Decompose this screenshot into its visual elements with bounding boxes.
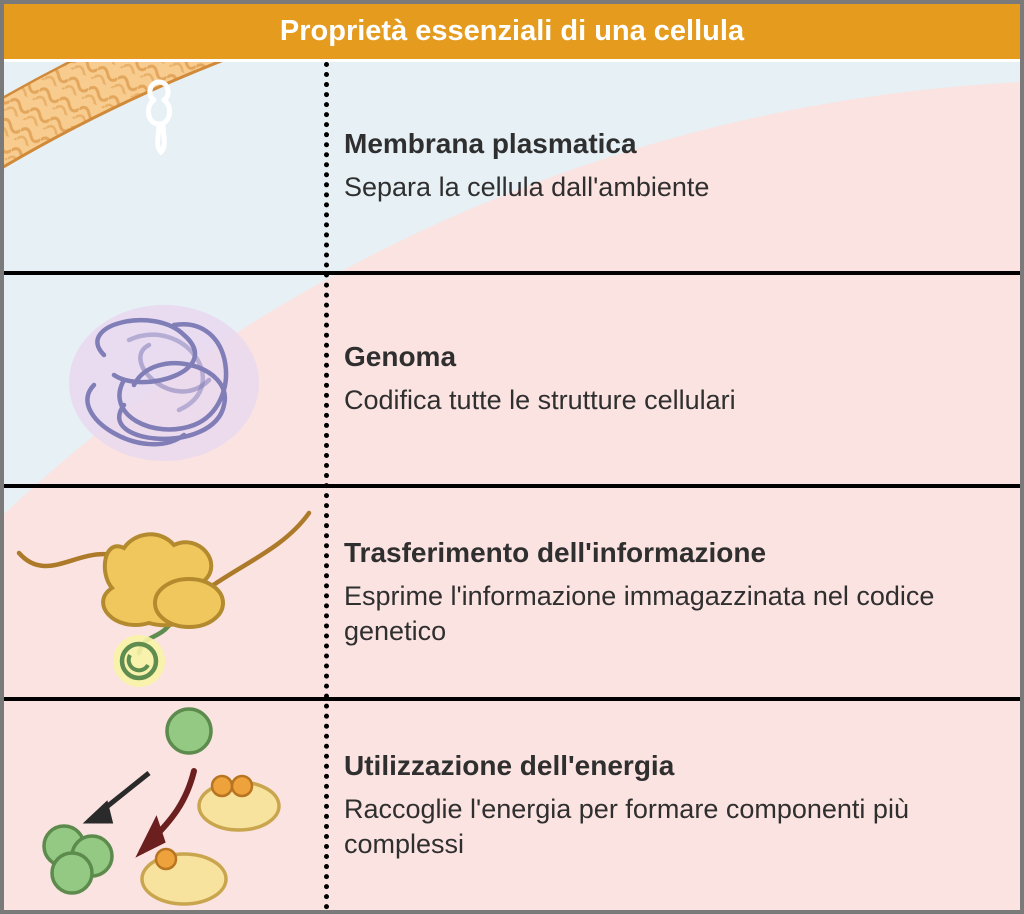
icon-energy	[4, 701, 324, 910]
row-energy: Utilizzazione dell'energia Raccoglie l'e…	[4, 701, 1020, 910]
energy-icon	[14, 701, 314, 911]
icon-genome	[4, 275, 324, 484]
row-genome: Genoma Codifica tutte le strutture cellu…	[4, 275, 1020, 488]
text-membrane: Membrana plasmatica Separa la cellula da…	[324, 62, 1020, 271]
genome-icon	[34, 285, 294, 475]
header-title: Proprietà essenziali di una cellula	[280, 15, 744, 48]
vertical-dotted-divider	[324, 62, 329, 910]
text-energy: Utilizzazione dell'energia Raccoglie l'e…	[324, 701, 1020, 910]
row1-desc: Separa la cellula dall'ambiente	[344, 170, 992, 205]
content-area: Membrana plasmatica Separa la cellula da…	[4, 62, 1020, 910]
header-bar: Proprietà essenziali di una cellula	[4, 4, 1020, 62]
text-genome: Genoma Codifica tutte le strutture cellu…	[324, 275, 1020, 484]
icon-transfer	[4, 488, 324, 697]
row3-desc: Esprime l'informazione immagazzinata nel…	[344, 579, 992, 648]
rows-wrapper: Membrana plasmatica Separa la cellula da…	[4, 62, 1020, 910]
icon-membrane	[4, 62, 324, 271]
infographic-container: Proprietà essenziali di una cellula	[0, 0, 1024, 914]
row3-title: Trasferimento dell'informazione	[344, 537, 992, 569]
row-membrane: Membrana plasmatica Separa la cellula da…	[4, 62, 1020, 275]
row4-title: Utilizzazione dell'energia	[344, 750, 992, 782]
row1-title: Membrana plasmatica	[344, 128, 992, 160]
row2-desc: Codifica tutte le strutture cellulari	[344, 383, 992, 418]
row4-desc: Raccoglie l'energia per formare componen…	[344, 792, 992, 861]
row2-title: Genoma	[344, 341, 992, 373]
text-transfer: Trasferimento dell'informazione Esprime …	[324, 488, 1020, 697]
row-transfer: Trasferimento dell'informazione Esprime …	[4, 488, 1020, 701]
ribosome-icon	[14, 493, 314, 693]
